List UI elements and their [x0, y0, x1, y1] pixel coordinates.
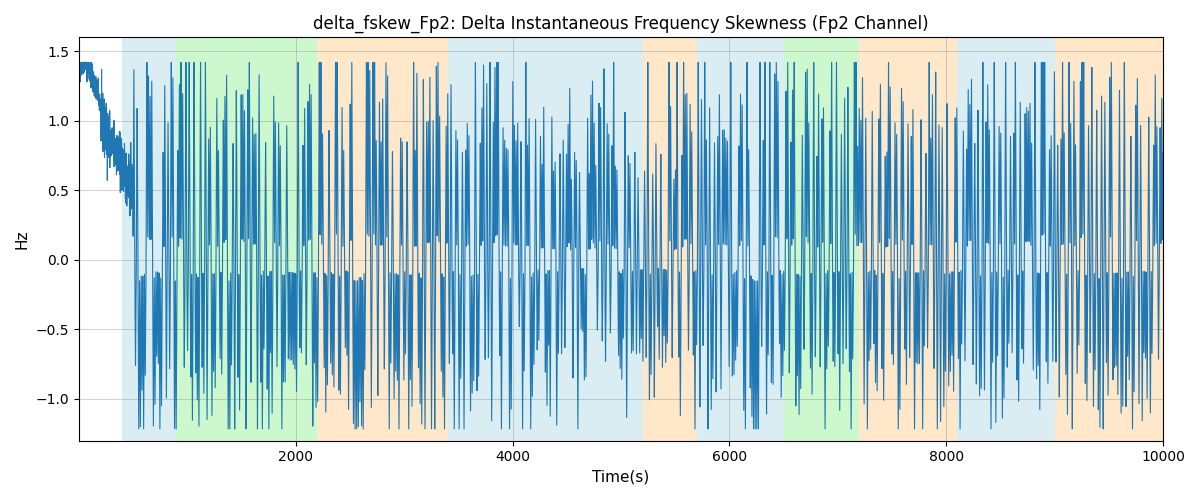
Bar: [122, 38, 176, 440]
Bar: [784, 38, 859, 440]
Bar: [958, 38, 1055, 440]
Bar: [643, 38, 697, 440]
Bar: [491, 38, 643, 440]
Bar: [697, 38, 751, 440]
Y-axis label: Hz: Hz: [14, 230, 30, 249]
Bar: [448, 38, 491, 440]
Bar: [859, 38, 958, 440]
Bar: [751, 38, 784, 440]
Bar: [176, 38, 318, 440]
Bar: [318, 38, 448, 440]
X-axis label: Time(s): Time(s): [593, 470, 649, 485]
Bar: [1055, 38, 1163, 440]
Title: delta_fskew_Fp2: Delta Instantaneous Frequency Skewness (Fp2 Channel): delta_fskew_Fp2: Delta Instantaneous Fre…: [313, 15, 929, 34]
